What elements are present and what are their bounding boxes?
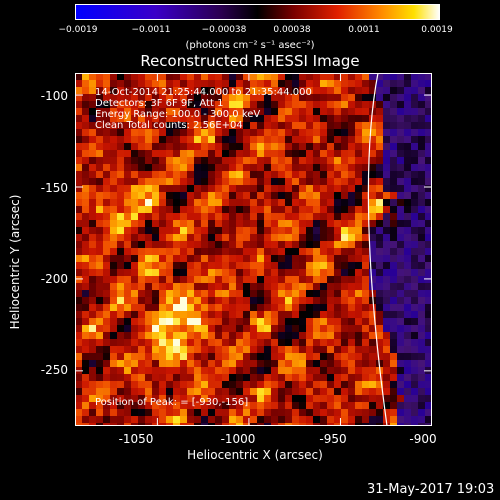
colorbar-tick-label: 0.00038 xyxy=(273,25,311,35)
colorbar-tick-label: −0.0011 xyxy=(131,25,171,35)
info-line-time: 14-Oct-2014 21:25:44.000 to 21:35:44.000 xyxy=(95,87,312,98)
info-line-energy: Energy Range: 100.0 - 300.0 keV xyxy=(95,109,261,120)
x-tick-label: -950 xyxy=(319,432,347,446)
peak-position: Position of Peak: = [-930,-156] xyxy=(95,397,249,408)
solar-limb-line xyxy=(367,73,388,426)
info-line-detectors: Detectors: 3F 6F 9F, Att 1 xyxy=(95,98,224,109)
plot-title: Reconstructed RHESSI Image xyxy=(140,52,360,70)
y-tick-label: -100 xyxy=(40,89,68,103)
colorbar-tick-label: 0.0011 xyxy=(348,25,380,35)
colorbar-units: (photons cm⁻² s⁻¹ asec⁻²) xyxy=(185,40,315,51)
image-pixels xyxy=(75,73,432,426)
x-tick-label: -1050 xyxy=(118,432,154,446)
plot-frame xyxy=(75,73,432,426)
x-tick-label: -900 xyxy=(409,432,437,446)
y-tick-label: -250 xyxy=(40,363,68,377)
x-axis-label: Heliocentric X (arcsec) xyxy=(187,448,323,462)
x-tick-label: -1000 xyxy=(220,432,256,446)
y-tick-label: -150 xyxy=(40,181,68,195)
info-line-clean: Clean Total counts: 2.56E+04 xyxy=(95,120,243,131)
timestamp-footer: 31-May-2017 19:03 xyxy=(367,482,495,497)
y-axis-label: Heliocentric Y (arcsec) xyxy=(8,194,22,330)
image-plot xyxy=(75,73,432,426)
y-tick-label: -200 xyxy=(40,272,68,286)
colorbar xyxy=(75,4,440,20)
colorbar-tick-label: −0.00038 xyxy=(201,25,247,35)
colorbar-tick-label: 0.0019 xyxy=(421,25,453,35)
colorbar-tick-label: −0.0019 xyxy=(58,25,98,35)
